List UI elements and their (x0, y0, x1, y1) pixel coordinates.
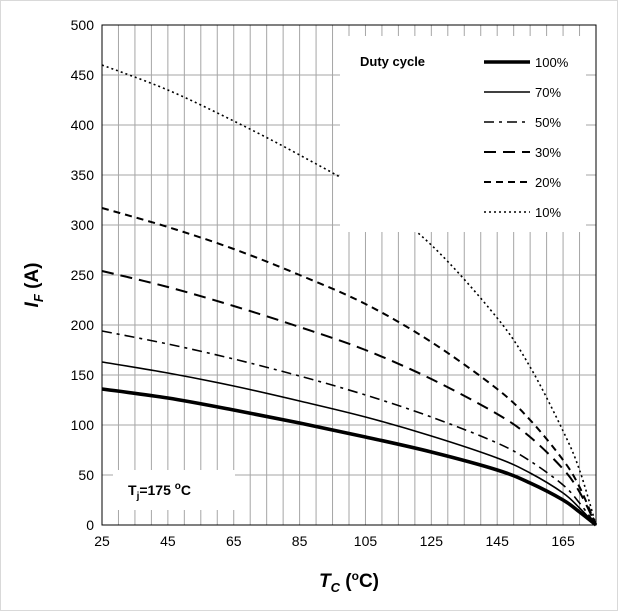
legend-box (340, 36, 586, 232)
annotation-eq: =175 (139, 482, 174, 498)
annotation-text: Tj=175 oC (128, 481, 191, 502)
x-tick-label: 85 (292, 533, 308, 549)
y-tick-label: 150 (71, 367, 95, 383)
annotation-sup: o (175, 481, 181, 492)
y-axis-title: IF (A) (22, 263, 46, 308)
y-tick-label: 500 (71, 17, 95, 33)
legend-label: 20% (535, 175, 561, 190)
x-tick-label: 165 (551, 533, 575, 549)
x-axis-title-unit-sup: o (352, 569, 359, 583)
y-tick-label: 0 (86, 517, 94, 533)
annotation-sub: j (136, 491, 140, 502)
y-tick-label: 100 (71, 417, 95, 433)
series-layer (101, 64, 598, 527)
legend-items: 100% 70% 50% 30% 20% 10% (484, 55, 569, 220)
series-line-20pct (101, 207, 597, 526)
y-tick-label: 50 (78, 467, 94, 483)
tick-labels: 25 45 65 85 105 125 145 165 0 50 100 150 200 250 300 35… (71, 17, 575, 549)
annotation-unit: C (181, 482, 191, 498)
y-tick-label: 350 (71, 167, 95, 183)
annotation-main: T (128, 482, 137, 498)
y-tick-label: 250 (71, 267, 95, 283)
x-axis-title-unit-close: C) (359, 571, 379, 592)
x-axis-title-unit-open: ( (340, 571, 352, 592)
series-line-10pct (101, 64, 597, 526)
y-axis-title-unit: (A) (22, 263, 43, 295)
junction-temp-annotation: Tj=175 oC (113, 470, 235, 510)
legend-title: Duty cycle (360, 54, 425, 69)
series-line-50pct (101, 330, 597, 526)
annotation-box (113, 470, 235, 510)
y-axis-title-main: I (22, 301, 43, 307)
legend-label: 50% (535, 115, 561, 130)
x-tick-label: 25 (94, 533, 110, 549)
series-line-70pct (101, 361, 597, 526)
x-tick-label: 145 (486, 533, 510, 549)
y-tick-label: 400 (71, 117, 95, 133)
y-tick-label: 450 (71, 67, 95, 83)
legend-label: 10% (535, 205, 561, 220)
legend-label: 70% (535, 85, 561, 100)
legend: Duty cycle 100% 70% 50% 30% 20% 10% (340, 36, 586, 232)
x-tick-label: 65 (226, 533, 242, 549)
legend-label: 30% (535, 145, 561, 160)
x-tick-label: 125 (420, 533, 444, 549)
legend-label: 100% (535, 55, 569, 70)
y-tick-label: 300 (71, 217, 95, 233)
y-axis-title-sub: F (31, 293, 46, 302)
series-line-30pct (101, 270, 597, 526)
series-line-100pct (101, 387, 598, 527)
y-tick-label: 200 (71, 317, 95, 333)
x-axis-title-sub: C (331, 580, 341, 595)
plot-area-frame (101, 24, 597, 526)
x-axis-title-main: T (319, 571, 332, 592)
x-tick-label: 45 (160, 533, 176, 549)
x-axis-title: TC (oC) (319, 569, 379, 595)
x-tick-label: 105 (354, 533, 378, 549)
